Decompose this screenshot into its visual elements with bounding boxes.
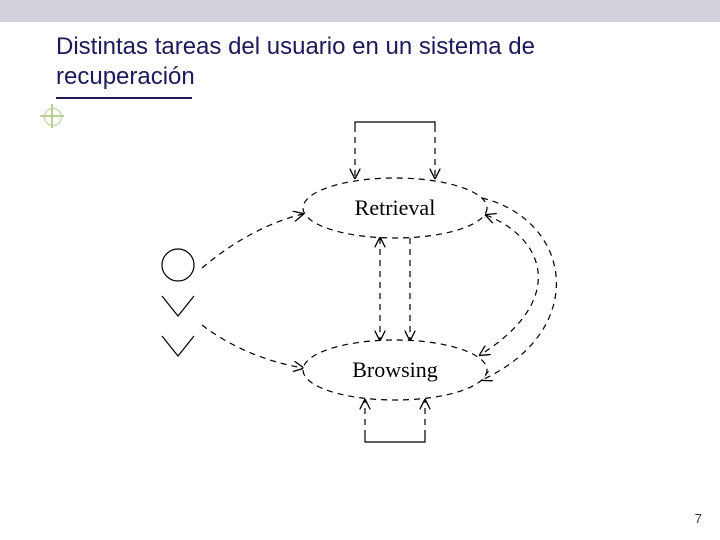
node-browsing-label: Browsing	[352, 357, 438, 382]
page-title: Distintas tareas del usuario en un siste…	[56, 32, 656, 92]
edge-bottom-cap	[365, 436, 425, 442]
header-bar	[0, 0, 720, 22]
edge-top-cap	[355, 122, 435, 126]
edge-actor-to-browsing	[202, 325, 303, 368]
title-bullet-icon	[44, 108, 60, 124]
edge-retrieval-right-out	[480, 215, 538, 355]
node-actor	[162, 249, 194, 356]
title-underline	[56, 97, 192, 99]
edge-retrieval-right-in	[482, 198, 556, 380]
task-diagram: Retrieval Browsing	[120, 120, 600, 450]
edge-actor-to-retrieval	[202, 214, 303, 268]
page-number: 7	[695, 511, 702, 526]
node-retrieval-label: Retrieval	[355, 195, 436, 220]
